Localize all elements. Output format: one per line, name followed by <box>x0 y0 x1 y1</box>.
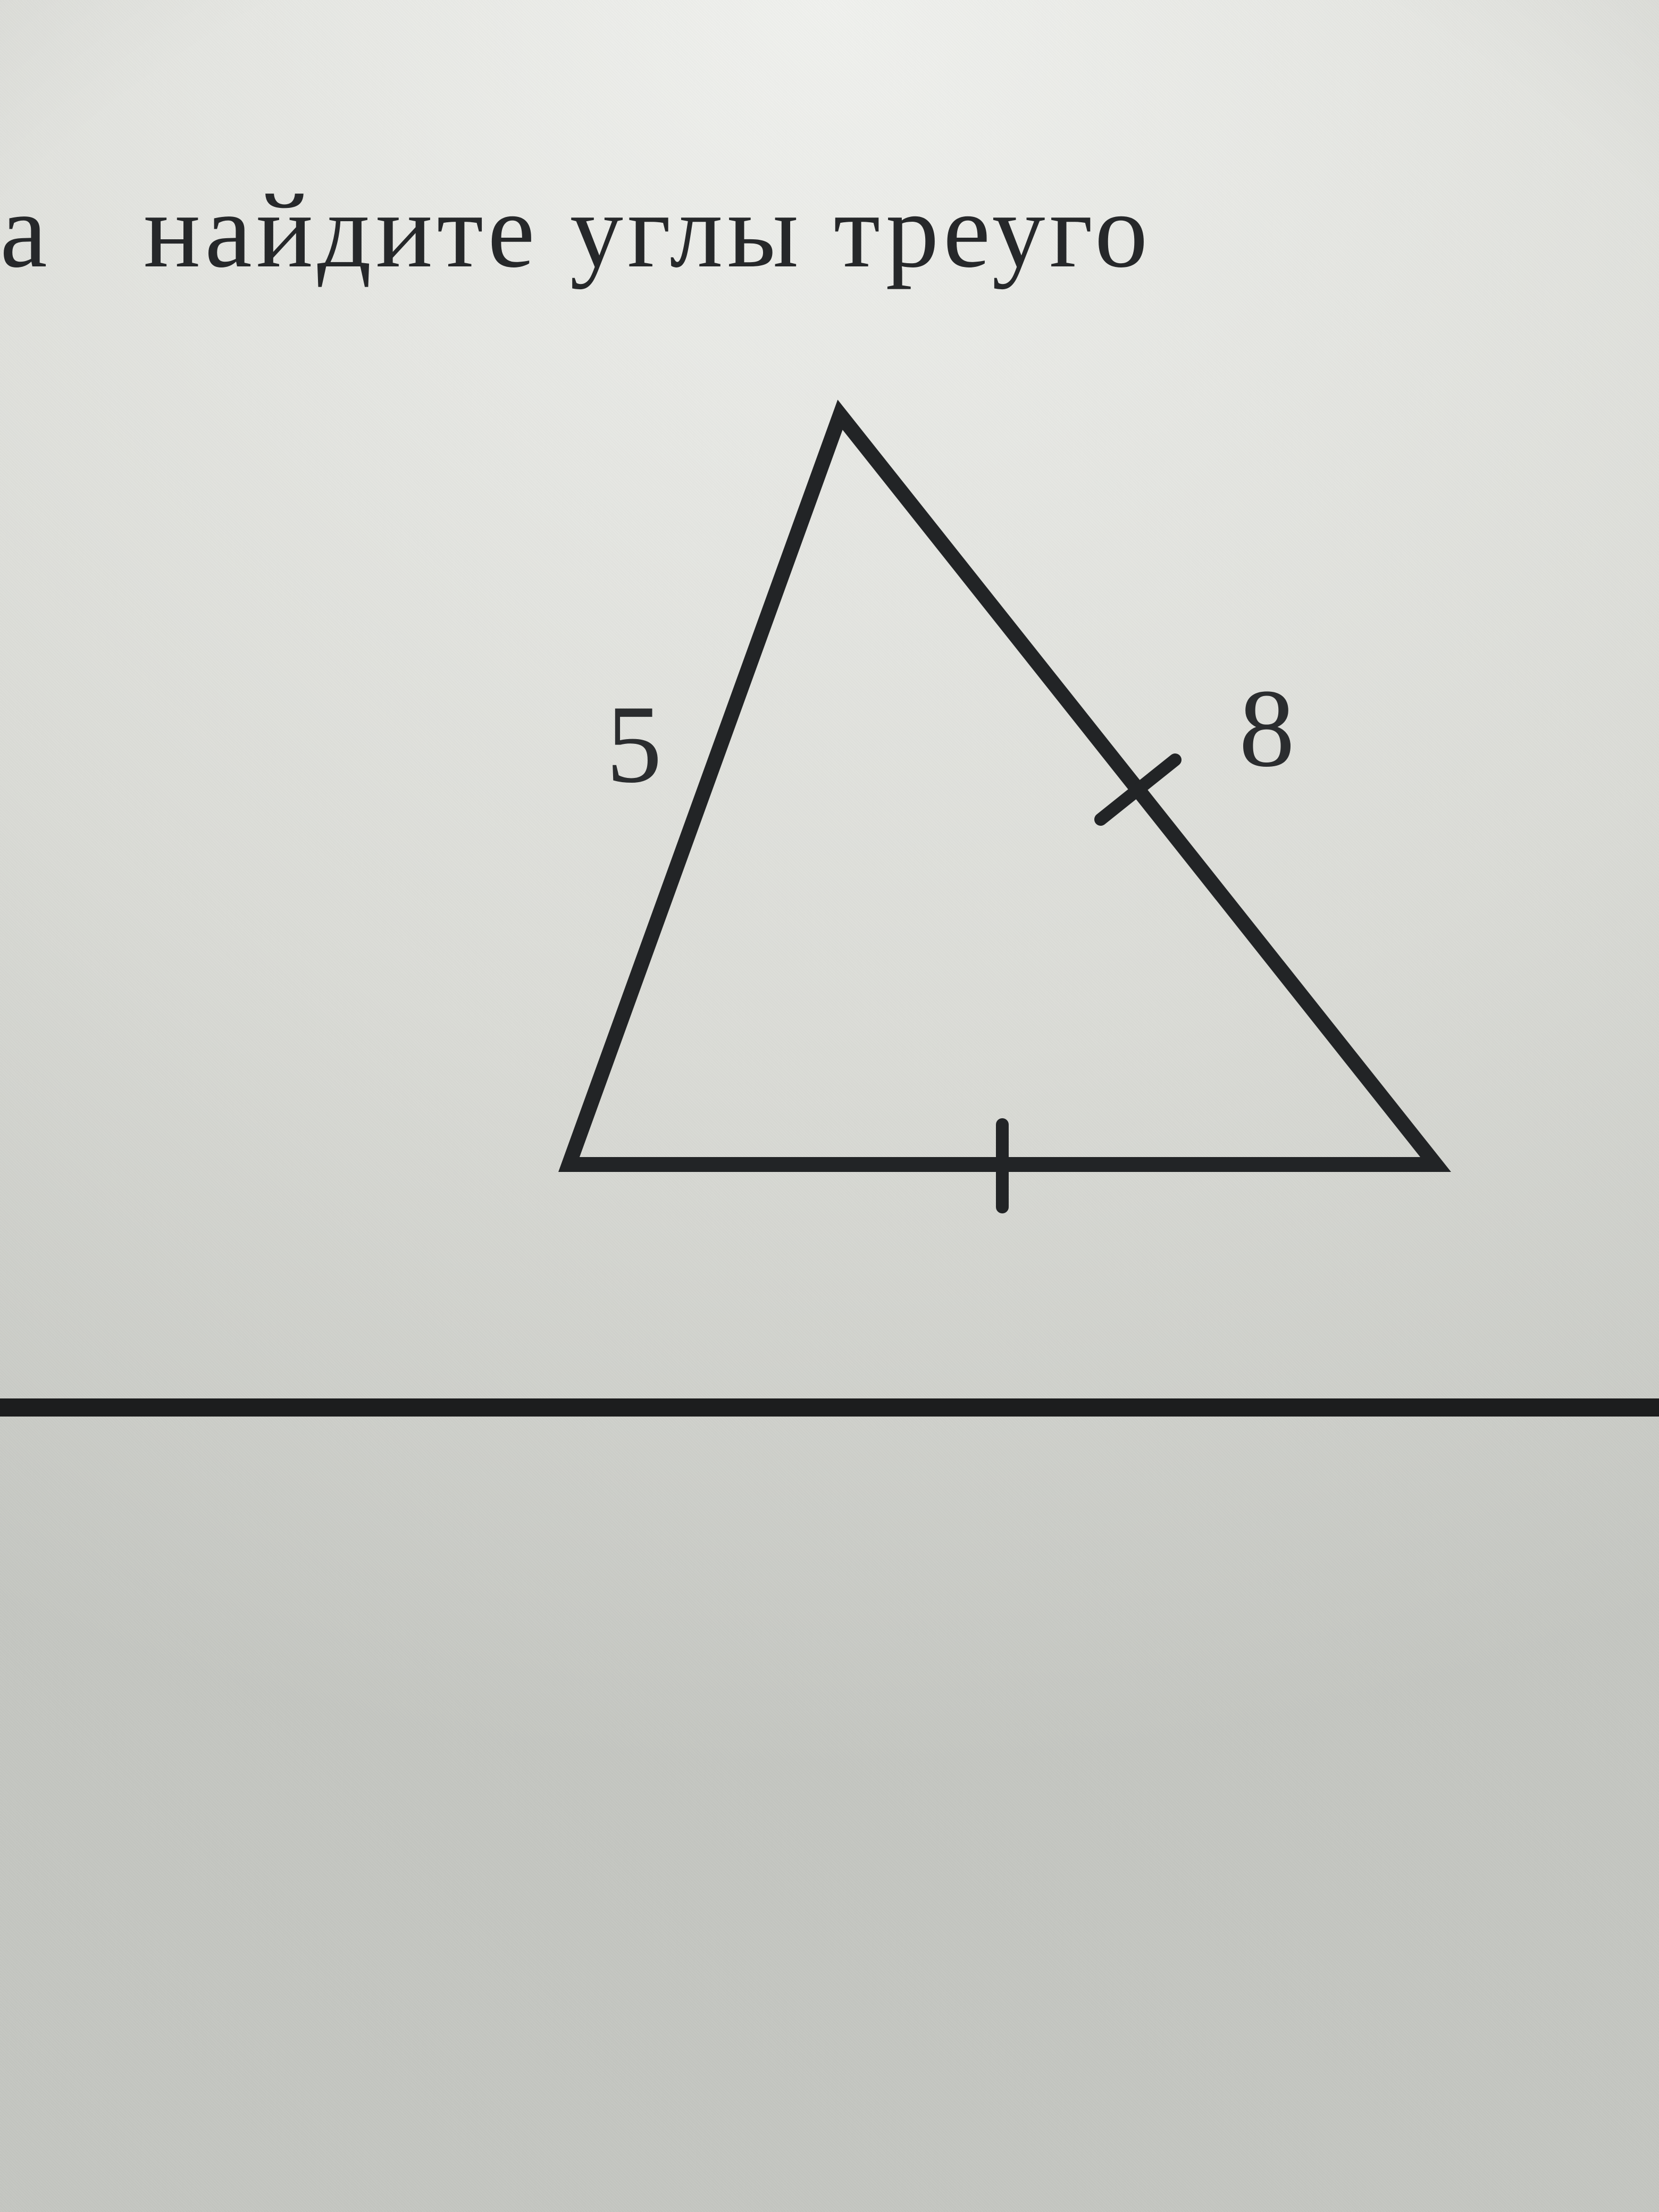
side-label-left: 5 <box>606 681 662 809</box>
side-label-right: 8 <box>1239 665 1295 793</box>
horizontal-rule <box>0 1398 1659 1417</box>
heading-fragment: найдите углы треуго <box>144 170 1152 292</box>
triangle-svg <box>319 351 1489 1255</box>
triangle-path <box>569 415 1436 1164</box>
triangle-figure: 5 8 <box>319 351 1489 1255</box>
heading-fragment-left: а <box>0 170 52 292</box>
